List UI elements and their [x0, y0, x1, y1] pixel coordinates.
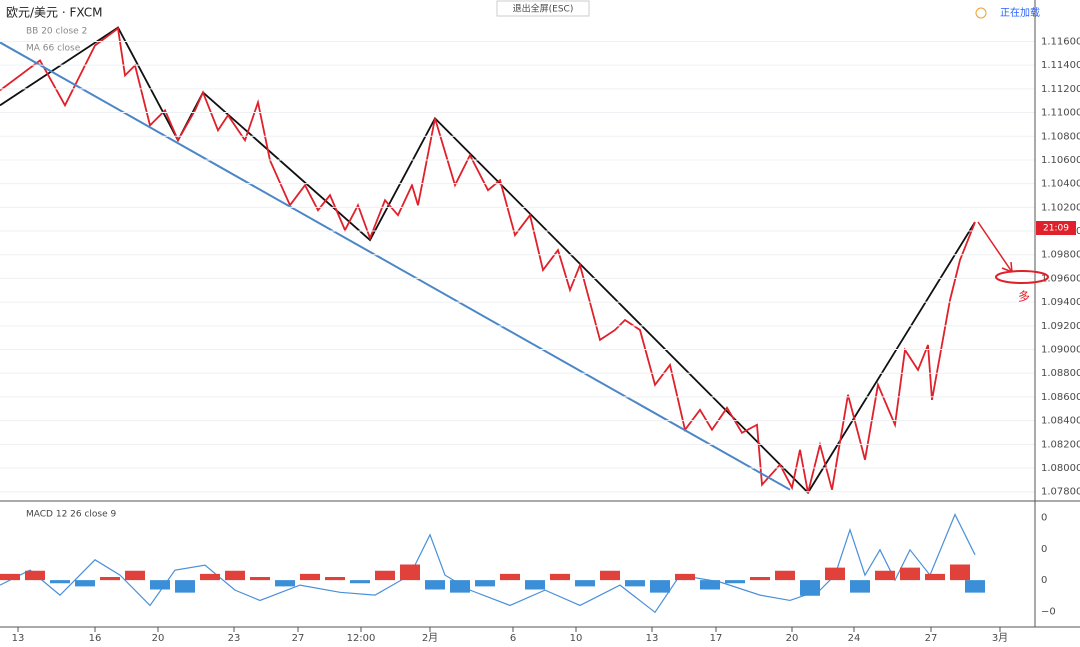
y-tick-label: 1.08600	[1041, 392, 1080, 403]
histogram-bar	[550, 573, 570, 581]
series-line	[0, 26, 976, 495]
x-tick-label: 27	[925, 633, 938, 644]
histogram-bar	[300, 573, 320, 581]
histogram-bar	[475, 580, 495, 587]
histogram-bar	[625, 580, 645, 587]
histogram-bar	[450, 580, 470, 593]
series-line	[0, 26, 976, 493]
warn-icon	[975, 7, 987, 19]
histogram-bar	[150, 580, 170, 590]
histogram-bar	[925, 573, 945, 581]
x-tick-label: 23	[228, 633, 241, 644]
y-tick-label: 1.09200	[1041, 321, 1080, 332]
y-tick-label: 0	[1041, 513, 1047, 524]
x-tick-label: 13	[646, 633, 659, 644]
indicator: BB 20 close 2	[26, 27, 87, 37]
histogram-bar	[125, 570, 145, 581]
x-tick-label: 20	[786, 633, 799, 644]
loading: 正在加载	[1000, 7, 1040, 19]
x-tick-label: 27	[292, 633, 305, 644]
series-line	[0, 41, 791, 491]
histogram-bar	[700, 580, 720, 590]
histogram-bar	[25, 570, 45, 581]
y-tick-label: 1.09600	[1041, 273, 1080, 284]
histogram-bar	[875, 570, 895, 581]
note: 多	[1018, 290, 1030, 304]
x-tick-label: 16	[89, 633, 102, 644]
y-tick-label: 1.10200	[1041, 202, 1080, 213]
histogram-bar	[800, 580, 820, 596]
histogram-bar	[75, 580, 95, 587]
y-tick-label: 1.08400	[1041, 416, 1080, 427]
arrow	[977, 221, 1013, 273]
x-tick-label: 20	[152, 633, 165, 644]
y-tick-label: 0	[1041, 575, 1047, 586]
price-tag	[1036, 221, 1076, 235]
x-tick-label: 12:00	[347, 633, 376, 644]
x-tick-label: 13	[12, 633, 25, 644]
y-tick-label: −0	[1041, 606, 1056, 617]
histogram-bar	[575, 580, 595, 587]
y-tick-label: 1.08000	[1041, 463, 1080, 474]
histogram-bar	[600, 570, 620, 581]
y-tick-label: 1.11000	[1041, 108, 1080, 119]
indicator: MA 66 close	[26, 44, 81, 54]
x-tick-label: 3月	[992, 632, 1008, 644]
y-tick-label: 1.09000	[1041, 345, 1080, 356]
y-tick-label: 1.08200	[1041, 439, 1080, 450]
histogram-bar	[825, 567, 845, 581]
x-tick-label: 10	[570, 633, 583, 644]
histogram-bar	[725, 580, 745, 584]
histogram-bar	[50, 580, 70, 584]
histogram-bar	[250, 577, 270, 581]
histogram-bar	[275, 580, 295, 587]
x-tick-label: 6	[510, 633, 516, 644]
histogram-bar	[400, 564, 420, 581]
y-tick-label: 1.11400	[1041, 60, 1080, 71]
histogram-bar	[350, 580, 370, 584]
histogram-bar	[100, 577, 120, 581]
y-tick-label: 1.08800	[1041, 368, 1080, 379]
y-tick-label: 0	[1041, 544, 1047, 555]
histogram-bar	[0, 573, 20, 581]
histogram-bar	[900, 567, 920, 581]
y-tick-label: 1.10400	[1041, 179, 1080, 190]
indicator: MACD 12 26 close 9	[26, 510, 117, 520]
exit-label[interactable]: 退出全屏(ESC)	[513, 3, 574, 15]
x-tick-label: 2月	[422, 632, 438, 644]
chart-title: 欧元/美元 · FXCM	[6, 6, 102, 20]
histogram-bar	[525, 580, 545, 590]
histogram-bar	[775, 570, 795, 581]
y-tick-label: 1.09400	[1041, 297, 1080, 308]
y-tick-label: 1.10600	[1041, 155, 1080, 166]
x-tick-label: 24	[848, 633, 861, 644]
exit-button[interactable]	[496, 0, 590, 17]
histogram-bar	[175, 580, 195, 593]
y-tick-label: 1.11600	[1041, 36, 1080, 47]
y-tick-label: 1.07800	[1041, 487, 1080, 498]
histogram-bar	[850, 580, 870, 593]
histogram-bar	[675, 573, 695, 581]
price-tag-label: 21:09	[1043, 224, 1069, 234]
histogram-bar	[425, 580, 445, 590]
histogram-bar	[200, 573, 220, 581]
histogram-bar	[375, 570, 395, 581]
histogram-bar	[500, 573, 520, 581]
y-tick-label: 1.09800	[1041, 250, 1080, 261]
histogram-bar	[965, 580, 985, 593]
macd-line	[0, 513, 976, 614]
histogram-bar	[650, 580, 670, 593]
circle-mark	[995, 270, 1049, 284]
y-tick-label: 1.11200	[1041, 84, 1080, 95]
histogram-bar	[750, 577, 770, 581]
x-tick-label: 17	[710, 633, 723, 644]
histogram-bar	[325, 577, 345, 581]
y-tick-label: 1.10800	[1041, 131, 1080, 142]
histogram-bar	[225, 570, 245, 581]
histogram-bar	[950, 564, 970, 581]
